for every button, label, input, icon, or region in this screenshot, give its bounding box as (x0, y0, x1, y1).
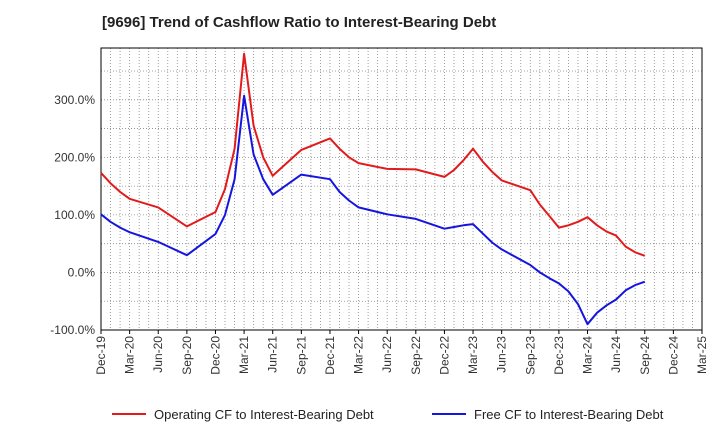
x-tick-label: Sep-21 (294, 336, 308, 375)
plot-frame (100, 47, 703, 331)
x-tick-label: Mar-22 (352, 336, 366, 374)
y-tick-label: 100.0% (54, 208, 95, 222)
x-tick-label: Mar-21 (237, 336, 251, 374)
x-tick-label: Mar-24 (581, 336, 595, 374)
legend: Operating CF to Interest-Bearing Debt Fre… (112, 407, 664, 422)
y-tick-label: 300.0% (54, 93, 95, 107)
x-tick-label: Dec-24 (666, 336, 680, 375)
legend-free-cf-label: Free CF to Interest-Bearing Debt (474, 407, 664, 422)
x-tick-label: Dec-22 (437, 336, 451, 375)
x-tick-label: Dec-21 (323, 336, 337, 375)
x-tick-label: Sep-24 (638, 336, 652, 375)
y-axis-ticks: -100.0% 0.0% 100.0% 200.0% 300.0% (50, 93, 95, 337)
series-lines (100, 52, 646, 326)
x-axis-ticks: Dec-19 Mar-20 Jun-20 Sep-20 Dec-20 Mar-21 Jun-… (94, 330, 709, 375)
x-tick-label: Mar-20 (123, 336, 137, 374)
x-tick-label: Jun-24 (609, 336, 623, 373)
x-tick-label: Mar-23 (466, 336, 480, 374)
x-tick-label: Jun-22 (380, 336, 394, 373)
x-tick-label: Sep-22 (409, 336, 423, 375)
x-tick-label: Jun-20 (151, 336, 165, 373)
y-tick-label: 200.0% (54, 150, 95, 164)
grid-lines (101, 48, 702, 330)
y-tick-label: 0.0% (68, 265, 96, 279)
x-tick-label: Dec-20 (208, 336, 222, 375)
x-tick-label: Sep-20 (180, 336, 194, 375)
x-tick-label: Dec-23 (552, 336, 566, 375)
free-cf-line (100, 94, 646, 326)
x-tick-label: Sep-23 (523, 336, 537, 375)
x-tick-label: Dec-19 (94, 336, 108, 375)
chart-title: [9696] Trend of Cashflow Ratio to Intere… (102, 14, 497, 31)
legend-operating-cf-label: Operating CF to Interest-Bearing Debt (154, 407, 374, 422)
x-tick-label: Jun-21 (266, 336, 280, 373)
x-tick-label: Mar-25 (695, 336, 709, 374)
y-tick-label: -100.0% (50, 323, 95, 337)
x-tick-label: Jun-23 (495, 336, 509, 373)
operating-cf-line (100, 52, 646, 257)
